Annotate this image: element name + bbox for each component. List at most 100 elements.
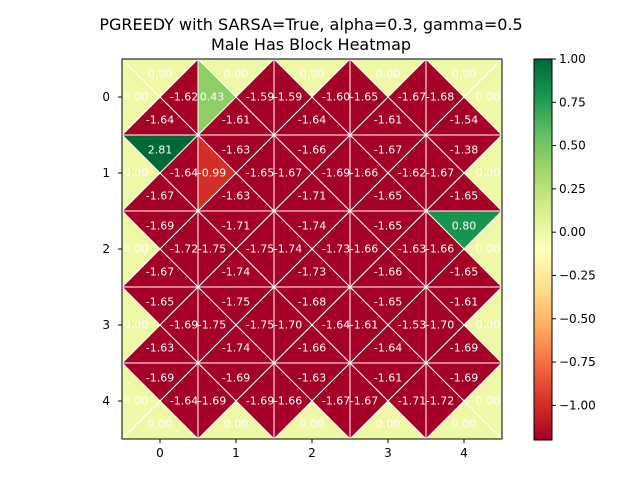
cell-4-1-left-triangle (197, 361, 237, 441)
cell-0-0-top-value: 0.00 (148, 68, 173, 81)
cell-3-2-top-value: -1.68 (298, 296, 326, 309)
cell-2-1-top-value: -1.71 (222, 220, 250, 233)
cell-2-3-top-value: -1.65 (374, 220, 402, 233)
cell-2-3-right-value: -1.63 (398, 243, 426, 256)
chart-title-line1: PGREEDY with SARSA=True, alpha=0.3, gamm… (99, 15, 522, 34)
cell-4-3-left-triangle (349, 361, 389, 441)
cell-4-2-bottom-value: 0.00 (300, 418, 325, 431)
colorbar-tick-label: 1.00 (559, 52, 586, 66)
cell-3-2-left-triangle (273, 285, 313, 365)
cell-4-3-bottom-value: 0.00 (376, 418, 401, 431)
cell-2-0-bottom-value: -1.67 (146, 266, 174, 279)
cell-0-3-bottom-value: -1.61 (374, 114, 402, 127)
cell-1-3-left-triangle (349, 133, 389, 213)
colorbar-tick-label: 0.25 (559, 182, 586, 196)
colorbar-tick-label: −0.25 (559, 268, 596, 282)
cell-0-3-top-value: 0.00 (376, 68, 401, 81)
x-tick-label: 0 (156, 446, 164, 460)
cell-1-0-top-value: 2.81 (148, 144, 173, 157)
cell-0-1-left-value: 0.43 (200, 91, 225, 104)
cell-2-4-right-value: 0.00 (476, 243, 501, 256)
cell-1-1-right-value: -1.65 (246, 167, 274, 180)
cell-3-4-bottom-value: -1.69 (450, 342, 478, 355)
cell-3-1-left-value: -1.75 (198, 319, 226, 332)
colorbar-gradient (533, 58, 553, 441)
cell-0-3-right-value: -1.67 (398, 91, 426, 104)
cell-4-2-right-value: -1.67 (322, 395, 350, 408)
x-tick-label: 4 (460, 446, 468, 460)
cell-4-4-right-value: 0.00 (476, 395, 501, 408)
cell-2-3-left-value: -1.66 (350, 243, 378, 256)
colorbar-tick-label: 0.75 (559, 95, 586, 109)
colorbar-tick-label: 0.50 (559, 139, 586, 153)
cell-2-1-left-triangle (197, 209, 237, 289)
cell-2-4-bottom-value: -1.65 (450, 266, 478, 279)
cell-4-0-right-value: -1.64 (170, 395, 198, 408)
colorbar-tick-label: −0.75 (559, 355, 596, 369)
chart-title-line2: Male Has Block Heatmap (211, 35, 411, 54)
cell-2-2-bottom-value: -1.73 (298, 266, 326, 279)
cell-0-2-top-value: 0.00 (300, 68, 325, 81)
colorbar-tick-label: −1.00 (559, 398, 596, 412)
cell-3-4-right-value: 0.00 (476, 319, 501, 332)
x-tick-label: 1 (232, 446, 240, 460)
cell-2-4-left-value: -1.66 (426, 243, 454, 256)
cell-0-2-left-value: -1.59 (274, 91, 302, 104)
cell-1-4-left-value: -1.67 (426, 167, 454, 180)
cell-2-2-left-triangle (273, 209, 313, 289)
cell-0-0-left-value: 0.00 (124, 91, 149, 104)
x-tick-label: 3 (384, 446, 392, 460)
cell-3-3-left-triangle (349, 285, 389, 365)
cell-2-2-top-value: -1.74 (298, 220, 326, 233)
cell-1-1-top-value: -1.63 (222, 144, 250, 157)
cell-3-4-left-triangle (425, 285, 465, 365)
cell-1-1-bottom-value: -1.63 (222, 190, 250, 203)
cell-3-0-top-value: -1.65 (146, 296, 174, 309)
cell-3-4-top-value: -1.61 (450, 296, 478, 309)
cell-1-3-right-value: -1.62 (398, 167, 426, 180)
cell-1-0-bottom-value: -1.67 (146, 190, 174, 203)
y-axis-ticks: 0 1 2 3 4 (102, 90, 122, 408)
colorbar: 1.00 0.75 0.50 0.25 0.00 −0.25 −0.50 −0.75 −1.00 (533, 52, 596, 441)
cell-0-1-bottom-value: -1.61 (222, 114, 250, 127)
cell-2-2-right-value: -1.73 (322, 243, 350, 256)
cell-1-2-left-triangle (273, 133, 313, 213)
cell-0-1-top-value: 0.00 (224, 68, 249, 81)
cell-2-3-bottom-value: -1.66 (374, 266, 402, 279)
cell-1-4-right-value: 0.00 (476, 167, 501, 180)
cell-3-1-right-value: -1.75 (246, 319, 274, 332)
cell-1-4-left-triangle (425, 133, 465, 213)
cell-4-4-left-triangle (425, 361, 465, 441)
cell-3-0-left-value: 0.00 (124, 319, 149, 332)
cell-0-0-bottom-value: -1.64 (146, 114, 174, 127)
cell-1-2-right-value: -1.69 (322, 167, 350, 180)
cell-4-0-left-value: 0.00 (124, 395, 149, 408)
y-tick-label: 1 (102, 166, 110, 180)
cell-2-0-right-value: -1.72 (170, 243, 198, 256)
cell-2-1-right-value: -1.75 (246, 243, 274, 256)
y-tick-label: 0 (102, 90, 110, 104)
cell-0-2-bottom-value: -1.64 (298, 114, 326, 127)
cell-1-2-left-value: -1.67 (274, 167, 302, 180)
cell-0-3-left-value: -1.65 (350, 91, 378, 104)
cell-2-3-left-triangle (349, 209, 389, 289)
cell-3-2-right-value: -1.64 (322, 319, 350, 332)
cell-0-4-left-triangle (425, 57, 465, 137)
y-tick-label: 2 (102, 242, 110, 256)
cell-4-1-left-value: -1.69 (198, 395, 226, 408)
cell-4-1-right-value: -1.69 (246, 395, 274, 408)
cell-0-1-right-value: -1.59 (246, 91, 274, 104)
x-axis-ticks: 0 1 2 3 4 (156, 439, 468, 460)
cell-0-2-right-value: -1.60 (322, 91, 350, 104)
cell-1-4-bottom-value: -1.65 (450, 190, 478, 203)
x-tick-label: 2 (308, 446, 316, 460)
cell-0-2-left-triangle (273, 57, 313, 137)
cell-0-4-top-value: 0.00 (452, 68, 477, 81)
cell-3-1-left-triangle (197, 285, 237, 365)
y-tick-label: 3 (102, 318, 110, 332)
colorbar-tick-label: −0.50 (559, 312, 596, 326)
cell-3-4-left-value: -1.70 (426, 319, 454, 332)
cell-4-3-right-value: -1.71 (398, 395, 426, 408)
cell-2-4-left-triangle (425, 209, 465, 289)
